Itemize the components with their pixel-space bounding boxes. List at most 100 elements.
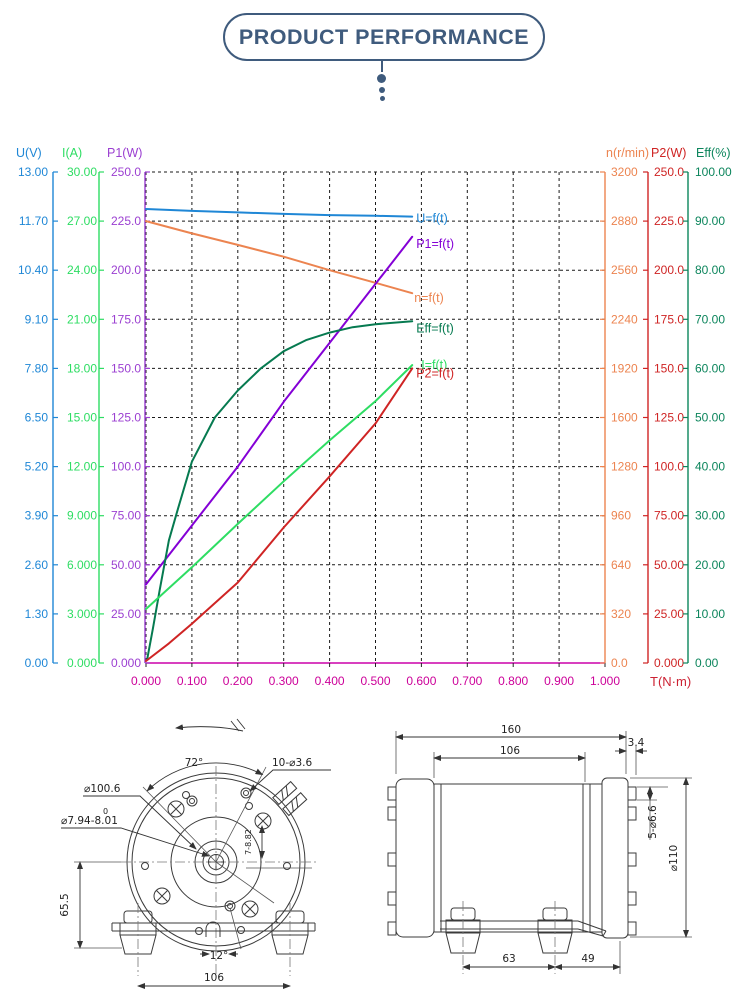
dim-label-body-dia: ⌀110 <box>668 845 680 871</box>
svg-text:100.00: 100.00 <box>695 165 732 179</box>
svg-text:0.900: 0.900 <box>544 674 574 688</box>
svg-text:0.000: 0.000 <box>654 656 684 670</box>
svg-text:320: 320 <box>611 607 631 621</box>
dim-body-dia-110: ⌀110 <box>630 777 692 938</box>
svg-text:0.0: 0.0 <box>611 656 628 670</box>
svg-text:7.80: 7.80 <box>25 361 49 375</box>
connector-dot <box>379 87 385 93</box>
svg-text:3.90: 3.90 <box>25 509 49 523</box>
svg-text:I(A): I(A) <box>62 146 82 160</box>
rotation-direction-arrow <box>175 718 246 732</box>
mounting-feet-front <box>111 903 316 976</box>
svg-text:960: 960 <box>611 509 631 523</box>
svg-text:T(N·m): T(N·m) <box>650 674 691 689</box>
dim-label-flange-thickness: 3.4 <box>628 737 645 749</box>
dim-keyway: 7-8.82 <box>244 825 265 859</box>
dim-label-body-length: 106 <box>500 745 520 757</box>
svg-text:50.00: 50.00 <box>695 411 725 425</box>
svg-text:100.0: 100.0 <box>654 460 684 474</box>
svg-text:21.00: 21.00 <box>67 312 97 326</box>
svg-text:25.00: 25.00 <box>654 607 684 621</box>
svg-text:10.00: 10.00 <box>695 607 725 621</box>
svg-text:2.60: 2.60 <box>25 558 49 572</box>
motor-face <box>121 766 318 975</box>
svg-text:1280: 1280 <box>611 460 638 474</box>
svg-text:5.20: 5.20 <box>25 460 49 474</box>
terminal-connector <box>272 780 308 817</box>
svg-text:30.00: 30.00 <box>695 509 725 523</box>
dim-height-65-5: 65.5 <box>59 861 122 949</box>
svg-text:2880: 2880 <box>611 214 638 228</box>
svg-text:0.400: 0.400 <box>315 674 345 688</box>
svg-text:0.300: 0.300 <box>269 674 299 688</box>
dim-label-angle-bottom: 12° <box>210 950 229 962</box>
title-connector-line <box>381 59 383 72</box>
svg-text:175.0: 175.0 <box>654 312 684 326</box>
svg-text:0.000: 0.000 <box>131 674 161 688</box>
axis-Eff: Eff(%) 100.00 90.00 80.00 70.00 60.00 50.00 40.… <box>683 146 732 670</box>
svg-text:11.70: 11.70 <box>19 214 48 228</box>
curve-label-P1: P1=f(t) <box>416 237 454 251</box>
svg-text:9.10: 9.10 <box>25 312 49 326</box>
svg-text:75.00: 75.00 <box>654 509 684 523</box>
dim-body-length-106: 106 <box>433 745 586 782</box>
connector-dot <box>377 74 386 83</box>
svg-text:P1(W): P1(W) <box>107 146 142 160</box>
curve-P1: P1=f(t) <box>145 235 454 586</box>
curve-I: I=f(t) <box>145 358 447 610</box>
dim-flange-dia: ⌀100.6 <box>83 783 197 850</box>
svg-text:225.0: 225.0 <box>111 214 141 228</box>
svg-text:30.00: 30.00 <box>67 165 97 179</box>
svg-text:12.00: 12.00 <box>67 460 97 474</box>
dim-label-shaft-tol: 0 <box>103 807 108 816</box>
svg-text:225.0: 225.0 <box>654 214 684 228</box>
dim-label-total-length: 160 <box>501 724 521 736</box>
axis-P1: P1(W) 250.0 225.0 200.0 175.0 150.0 125.0 100.0… <box>107 146 150 670</box>
svg-text:40.00: 40.00 <box>695 460 725 474</box>
dim-mount-holes-side: 5-⌀6.6 <box>637 786 668 840</box>
dim-total-length-160: 160 <box>395 724 627 774</box>
svg-text:27.00: 27.00 <box>67 214 97 228</box>
svg-text:18.00: 18.00 <box>67 361 97 375</box>
curve-label-I: I=f(t) <box>421 358 447 372</box>
svg-text:P2(W): P2(W) <box>651 146 686 160</box>
curve-Eff: Eff=f(t) <box>146 320 454 660</box>
page-title: PRODUCT PERFORMANCE <box>238 24 530 49</box>
svg-text:0.700: 0.700 <box>452 674 482 688</box>
svg-text:0.000: 0.000 <box>67 656 97 670</box>
axis-I: I(A) 30.00 27.00 24.00 21.00 18.00 15.00 12.00 9… <box>62 146 104 670</box>
dim-label-foot-spacing: 106 <box>204 972 224 984</box>
curve-P2: P2=f(t) <box>145 366 454 662</box>
dim-label-flange-dia: ⌀100.6 <box>84 783 121 795</box>
svg-text:1.000: 1.000 <box>590 674 620 688</box>
svg-text:15.00: 15.00 <box>67 411 97 425</box>
connector-dot <box>379 96 385 101</box>
front-view-drawing: 72° 10-⌀3.6 ⌀100.6 ⌀7.94-8.01 0 7-8.82 <box>59 718 331 989</box>
dim-label-height: 65.5 <box>59 893 71 916</box>
svg-text:20.00: 20.00 <box>695 558 725 572</box>
svg-text:0.00: 0.00 <box>695 656 719 670</box>
motor-body-side <box>387 777 637 939</box>
svg-text:80.00: 80.00 <box>695 263 725 277</box>
curve-label-Eff: Eff=f(t) <box>416 321 454 335</box>
dim-label-keyway: 7-8.82 <box>244 829 253 855</box>
svg-text:250.0: 250.0 <box>111 165 141 179</box>
svg-text:25.00: 25.00 <box>111 607 141 621</box>
svg-text:9.000: 9.000 <box>67 509 97 523</box>
svg-text:100.0: 100.0 <box>111 460 141 474</box>
svg-text:200.0: 200.0 <box>654 263 684 277</box>
svg-text:3200: 3200 <box>611 165 638 179</box>
svg-text:0.100: 0.100 <box>177 674 207 688</box>
svg-text:150.0: 150.0 <box>654 361 684 375</box>
curve-U: U=f(t) <box>145 208 448 226</box>
svg-text:1920: 1920 <box>611 361 638 375</box>
svg-text:90.00: 90.00 <box>695 214 725 228</box>
svg-text:70.00: 70.00 <box>695 312 725 326</box>
svg-text:125.0: 125.0 <box>654 411 684 425</box>
svg-text:1.30: 1.30 <box>25 607 49 621</box>
dim-label-mount-holes-side: 5-⌀6.6 <box>647 805 659 839</box>
svg-text:6.50: 6.50 <box>25 411 49 425</box>
svg-text:n(r/min): n(r/min) <box>606 146 649 160</box>
